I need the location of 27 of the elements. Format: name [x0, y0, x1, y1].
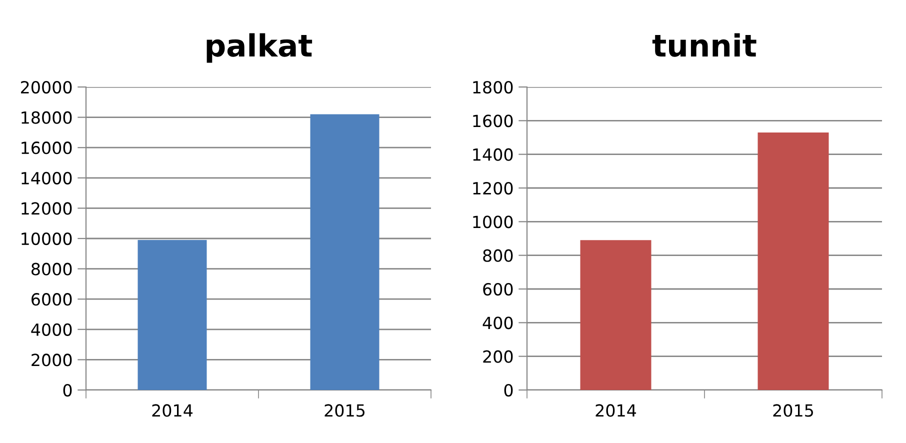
y-tick-label: 12000 [22, 202, 72, 215]
y-tick-label: 8000 [32, 262, 72, 276]
y-tick-label: 16000 [22, 142, 72, 154]
chart-title: tunnit [652, 33, 756, 57]
y-tick-label: 1400 [473, 148, 513, 161]
x-tick-label: 2015 [324, 404, 364, 417]
y-tick-label: 20000 [21, 80, 72, 94]
y-tick-label: 10000 [22, 232, 72, 246]
x-tick-label: 2015 [773, 404, 813, 417]
y-tick-label: 18000 [22, 111, 72, 124]
y-tick-label: 1600 [473, 114, 513, 128]
y-tick-label: 1200 [473, 182, 513, 195]
x-tick-label: 2014 [152, 404, 193, 417]
y-tick-label: 1800 [473, 80, 513, 94]
y-tick-label: 600 [483, 282, 513, 296]
y-tick-label: 0 [504, 384, 513, 397]
y-tick-label: 14000 [22, 172, 72, 184]
chart-title: palkat [206, 33, 312, 63]
x-tick-label: 2014 [596, 404, 636, 417]
y-tick-label: 1000 [473, 216, 513, 228]
y-tick-label: 6000 [32, 293, 72, 306]
y-tick-label: 200 [483, 350, 513, 363]
y-tick-label: 4000 [31, 323, 72, 336]
y-tick-label: 400 [482, 316, 513, 330]
y-tick-label: 800 [483, 249, 513, 262]
y-tick-label: 2000 [32, 354, 72, 366]
y-tick-label: 0 [63, 384, 72, 397]
